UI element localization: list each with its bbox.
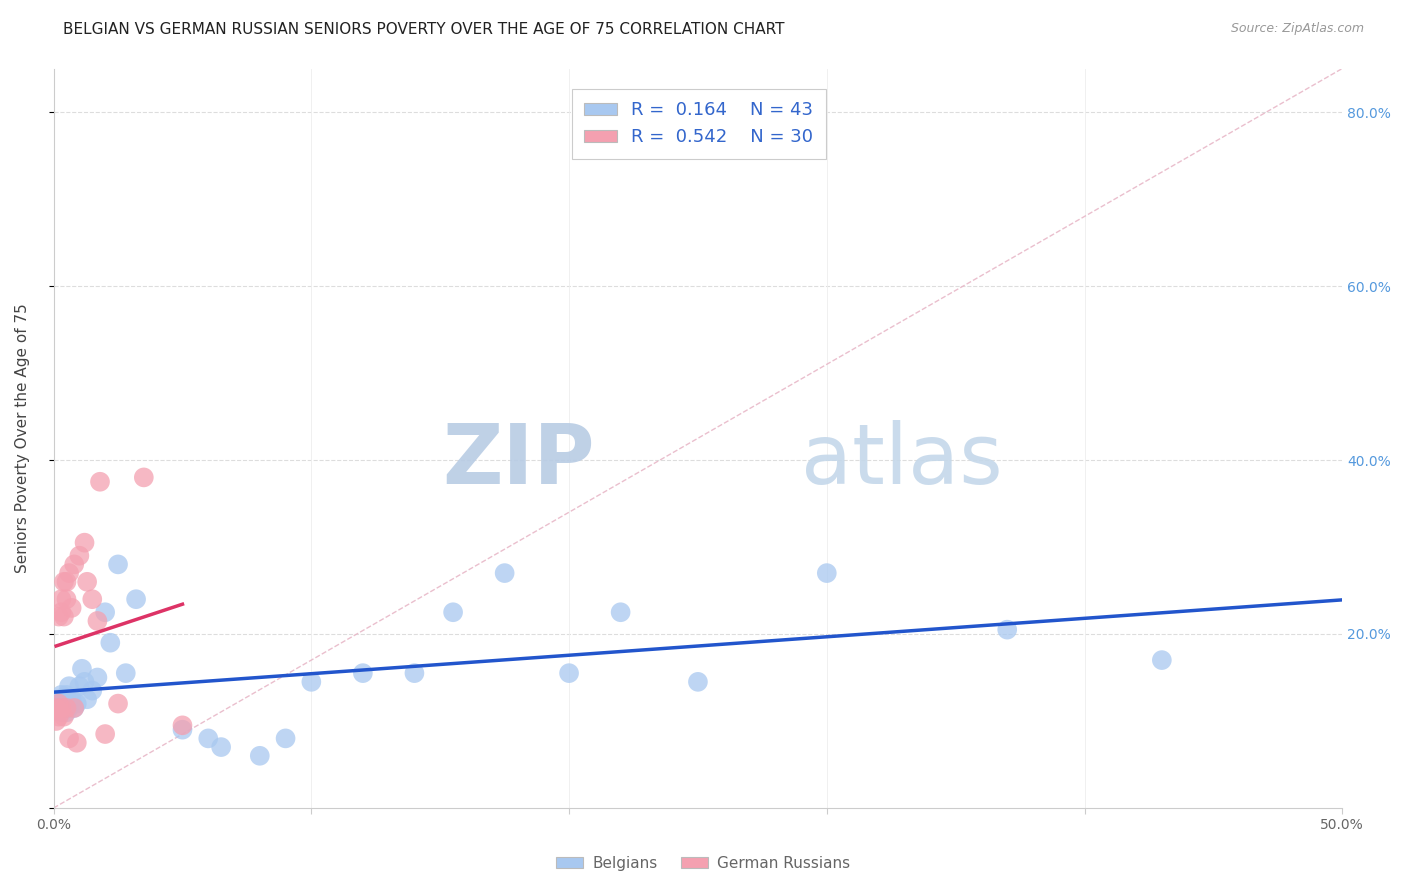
Point [98, 636, 121, 650]
Point [60, 697, 83, 711]
Point [48, 697, 70, 711]
Point [86, 671, 108, 685]
Point [352, 666, 374, 681]
Point [558, 666, 581, 681]
Point [114, 666, 136, 681]
Legend: Belgians, German Russians: Belgians, German Russians [550, 850, 856, 877]
Point [299, 674, 322, 689]
Point [86, 614, 108, 628]
Point [274, 731, 297, 746]
Point [70, 662, 93, 676]
Point [58, 679, 80, 693]
Point [45, 701, 67, 715]
Text: BELGIAN VS GERMAN RUSSIAN SENIORS POVERTY OVER THE AGE OF 75 CORRELATION CHART: BELGIAN VS GERMAN RUSSIAN SENIORS POVERT… [63, 22, 785, 37]
Legend: R =  0.164    N = 43, R =  0.542    N = 30: R = 0.164 N = 43, R = 0.542 N = 30 [572, 88, 825, 159]
Point [1150, 653, 1173, 667]
Point [107, 558, 129, 572]
Point [55, 574, 77, 589]
Point [60, 600, 83, 615]
Point [73, 535, 96, 549]
Point [51, 701, 73, 715]
Point [55, 688, 77, 702]
Point [67, 679, 90, 693]
Point [441, 605, 464, 619]
Y-axis label: Seniors Poverty Over the Age of 75: Seniors Poverty Over the Age of 75 [15, 303, 30, 574]
Point [107, 697, 129, 711]
Point [404, 666, 426, 681]
Point [89, 475, 111, 489]
Point [55, 592, 77, 607]
Point [52, 609, 75, 624]
Point [73, 674, 96, 689]
Point [63, 701, 86, 715]
Point [815, 566, 838, 580]
Point [55, 692, 77, 706]
Point [48, 609, 70, 624]
Point [63, 558, 86, 572]
Text: Source: ZipAtlas.com: Source: ZipAtlas.com [1230, 22, 1364, 36]
Point [52, 574, 75, 589]
Text: ZIP: ZIP [443, 420, 595, 501]
Point [686, 674, 709, 689]
Point [172, 723, 194, 737]
Point [82, 683, 104, 698]
Point [94, 605, 117, 619]
Point [66, 697, 89, 711]
Point [51, 706, 73, 720]
Point [94, 727, 117, 741]
Point [125, 592, 148, 607]
Point [209, 740, 232, 755]
Point [67, 549, 90, 563]
Point [52, 709, 75, 723]
Point [51, 592, 73, 607]
Point [82, 592, 104, 607]
Point [58, 731, 80, 746]
Point [63, 701, 86, 715]
Point [52, 697, 75, 711]
Text: atlas: atlas [801, 420, 1002, 501]
Point [494, 566, 516, 580]
Point [51, 605, 73, 619]
Point [45, 701, 67, 715]
Point [58, 701, 80, 715]
Point [51, 688, 73, 702]
Point [45, 714, 67, 728]
Point [60, 692, 83, 706]
Point [995, 623, 1018, 637]
Point [48, 709, 70, 723]
Point [48, 692, 70, 706]
Point [197, 731, 219, 746]
Point [52, 701, 75, 715]
Point [249, 748, 271, 763]
Point [55, 706, 77, 720]
Point [76, 574, 98, 589]
Point [48, 697, 70, 711]
Point [76, 692, 98, 706]
Point [58, 566, 80, 580]
Point [132, 470, 155, 484]
Point [609, 605, 631, 619]
Point [55, 701, 77, 715]
Point [66, 736, 89, 750]
Point [172, 718, 194, 732]
